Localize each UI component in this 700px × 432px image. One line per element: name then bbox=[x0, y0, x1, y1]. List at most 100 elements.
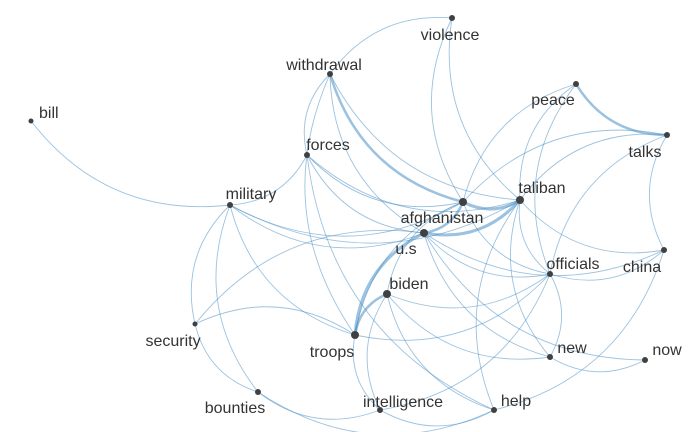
node-officials bbox=[547, 271, 553, 277]
node-taliban bbox=[516, 196, 524, 204]
node-afghanistan bbox=[459, 198, 467, 206]
node-intelligence bbox=[377, 407, 383, 413]
node-military bbox=[227, 202, 233, 208]
edge-troops-intelligence bbox=[352, 334, 381, 411]
node-label-troops: troops bbox=[310, 344, 354, 361]
edge-peace-afghanistan bbox=[462, 83, 577, 203]
edge-intelligence-help bbox=[379, 409, 495, 427]
edge-intelligence-officials bbox=[379, 273, 551, 411]
edge-talks-taliban bbox=[519, 133, 668, 201]
node-label-withdrawal: withdrawal bbox=[285, 57, 362, 74]
node-label-afghanistan: afghanistan bbox=[401, 210, 484, 227]
edge-military-taliban bbox=[229, 199, 521, 244]
node-label-forces: forces bbox=[306, 137, 350, 154]
edge-help-china bbox=[493, 249, 665, 411]
edge-biden-intelligence bbox=[366, 293, 388, 411]
node-talks bbox=[664, 132, 670, 138]
node-new bbox=[547, 354, 553, 360]
edge-us-new bbox=[423, 232, 551, 358]
edge-military-us bbox=[229, 204, 425, 249]
node-label-talks: talks bbox=[629, 144, 662, 161]
edge-us-troops bbox=[353, 231, 426, 337]
edge-officials-china bbox=[549, 249, 665, 281]
edge-military-forces bbox=[229, 154, 308, 206]
label-layer: violence withdrawal bill peace talks forces mi… bbox=[39, 27, 682, 417]
edge-biden-new bbox=[386, 293, 551, 360]
edge-taliban-help bbox=[475, 199, 521, 411]
edge-violence-withdrawal bbox=[329, 17, 453, 75]
node-label-us: u.s bbox=[395, 241, 416, 258]
node-us bbox=[420, 229, 428, 237]
edge-us-china bbox=[423, 232, 665, 277]
edge-withdrawal-taliban bbox=[329, 73, 521, 201]
node-bounties bbox=[255, 389, 261, 395]
node-label-taliban: taliban bbox=[518, 180, 565, 197]
edge-withdrawal-us bbox=[329, 73, 425, 234]
edge-military-troops bbox=[229, 204, 356, 336]
edge-troops-officials bbox=[354, 273, 551, 341]
edge-violence-taliban bbox=[448, 17, 521, 201]
node-violence bbox=[449, 15, 455, 21]
edge-us-officials bbox=[423, 232, 551, 278]
edge-new-officials bbox=[549, 273, 563, 358]
node-label-intelligence: intelligence bbox=[363, 394, 443, 411]
edge-bill-military bbox=[30, 120, 231, 208]
node-label-bill: bill bbox=[39, 105, 59, 122]
node-forces bbox=[304, 152, 310, 158]
edge-biden-officials bbox=[386, 273, 551, 309]
node-label-bounties: bounties bbox=[205, 400, 266, 417]
edge-us-afghanistan bbox=[422, 200, 465, 235]
edge-afghanistan-officials bbox=[462, 201, 551, 275]
node-biden bbox=[383, 290, 391, 298]
node-label-help: help bbox=[501, 393, 531, 410]
edge-military-security bbox=[190, 204, 231, 325]
edge-violence-afghanistan bbox=[431, 17, 464, 203]
edge-peace-officials bbox=[534, 83, 577, 275]
node-bill bbox=[28, 118, 34, 124]
node-withdrawal bbox=[327, 71, 333, 77]
edge-taliban-china bbox=[519, 199, 665, 254]
edge-afghanistan-troops bbox=[354, 201, 464, 336]
edge-talks-afghanistan bbox=[462, 129, 668, 203]
edge-taliban-officials bbox=[518, 199, 551, 275]
edge-biden-help bbox=[386, 293, 495, 411]
edge-forces-afghanistan bbox=[306, 154, 464, 208]
node-label-peace: peace bbox=[531, 92, 575, 109]
edge-layer bbox=[30, 17, 669, 432]
node-layer bbox=[28, 15, 670, 413]
edge-peace-taliban bbox=[519, 83, 577, 201]
edge-security-bounties bbox=[194, 323, 259, 393]
node-label-china: china bbox=[623, 259, 661, 276]
node-peace bbox=[573, 81, 579, 87]
node-label-now: now bbox=[652, 342, 682, 359]
node-label-officials: officials bbox=[546, 256, 599, 273]
edge-us-now bbox=[423, 232, 646, 361]
node-label-biden: biden bbox=[389, 276, 428, 293]
edge-new-now bbox=[549, 356, 646, 373]
edge-withdrawal-afghanistan bbox=[328, 72, 465, 204]
edge-peace-talks bbox=[574, 82, 669, 137]
node-security bbox=[192, 321, 198, 327]
node-troops bbox=[351, 331, 359, 339]
edge-taliban-new bbox=[510, 199, 551, 358]
node-now bbox=[642, 357, 648, 363]
edge-talks-officials bbox=[549, 134, 668, 275]
edge-troops-security bbox=[194, 306, 356, 336]
edge-forces-taliban bbox=[306, 154, 521, 213]
edge-bounties-intelligence bbox=[257, 391, 381, 420]
edge-talks-china bbox=[648, 134, 668, 251]
node-help bbox=[491, 407, 497, 413]
node-label-violence: violence bbox=[421, 27, 480, 44]
node-china bbox=[661, 247, 667, 253]
edge-withdrawal-troops bbox=[304, 73, 356, 336]
node-label-security: security bbox=[145, 333, 200, 350]
edge-military-bounties bbox=[215, 204, 259, 393]
edge-forces-help bbox=[306, 154, 495, 411]
node-label-new: new bbox=[557, 340, 587, 357]
node-label-military: military bbox=[226, 186, 277, 203]
edge-us-taliban bbox=[422, 198, 522, 237]
edge-forces-us bbox=[306, 154, 425, 234]
edge-withdrawal-forces bbox=[303, 73, 331, 156]
edge-us-security bbox=[194, 229, 425, 325]
